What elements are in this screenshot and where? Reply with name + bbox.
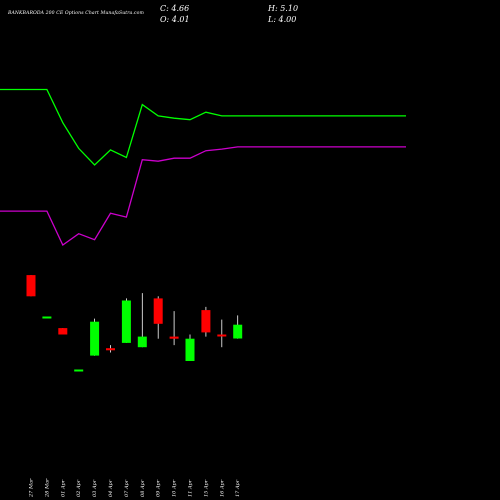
candle-2	[58, 328, 68, 335]
high-value: H: 5.10	[268, 4, 299, 13]
open-value: O: 4.01	[160, 15, 190, 24]
candle-5	[106, 345, 115, 353]
candle-body-4	[90, 321, 100, 356]
x-tick-label: 17 Apr	[235, 479, 241, 497]
candles	[26, 275, 243, 372]
candle-body-9	[169, 336, 179, 339]
candle-11	[201, 306, 211, 337]
candle-body-11	[201, 310, 211, 333]
candle-body-2	[58, 328, 68, 335]
x-tick-label: 04 Apr	[108, 479, 114, 497]
x-tick-label: 11 Apr	[188, 479, 194, 497]
candle-13	[233, 315, 243, 339]
candle-body-5	[106, 348, 115, 351]
candle-body-13	[233, 324, 243, 339]
candle-8	[153, 296, 163, 339]
x-tick-label: 03 Apr	[92, 479, 98, 497]
candle-0	[26, 275, 36, 297]
candle-body-10	[185, 338, 195, 361]
candle-body-3	[74, 369, 84, 372]
lower-indicator-line	[0, 146, 406, 246]
candle-body-0	[26, 275, 36, 297]
chart-title: BANKBARODA 200 CE Options Chart MunafaSu…	[8, 11, 144, 16]
candle-10	[185, 334, 195, 361]
x-tick-label: 27 Mar	[29, 478, 35, 498]
x-tick-label: 10 Apr	[172, 479, 178, 497]
x-tick-label: 02 Apr	[76, 479, 82, 497]
close-value: C: 4.66	[160, 4, 190, 13]
candle-9	[169, 311, 179, 346]
candle-body-1	[42, 316, 52, 319]
x-tick-label: 28 Mar	[44, 478, 50, 498]
candle-body-12	[217, 334, 227, 337]
candle-1	[42, 316, 52, 319]
x-tick-label: 09 Apr	[156, 479, 162, 497]
x-tick-label: 16 Apr	[219, 479, 225, 497]
candle-body-8	[153, 298, 163, 324]
candle-4	[90, 318, 100, 356]
x-tick-label: 01 Apr	[60, 479, 66, 497]
x-tick-label: 07 Apr	[124, 479, 130, 497]
candle-body-7	[137, 336, 147, 348]
indicator-lines	[0, 88, 406, 246]
candle-12	[217, 319, 227, 348]
candle-3	[74, 369, 84, 372]
low-value: L: 4.00	[268, 15, 297, 24]
candle-7	[137, 293, 147, 348]
x-tick-label: 08 Apr	[140, 479, 146, 497]
x-tick-label: 15 Apr	[203, 479, 209, 497]
upper-indicator-line	[0, 88, 406, 166]
candle-6	[121, 298, 131, 343]
candle-body-6	[121, 300, 131, 343]
x-axis-tick-labels: 27 Mar 28 Mar 01 Apr 02 Apr 03 Apr 04 Apr 07 A…	[29, 478, 242, 498]
